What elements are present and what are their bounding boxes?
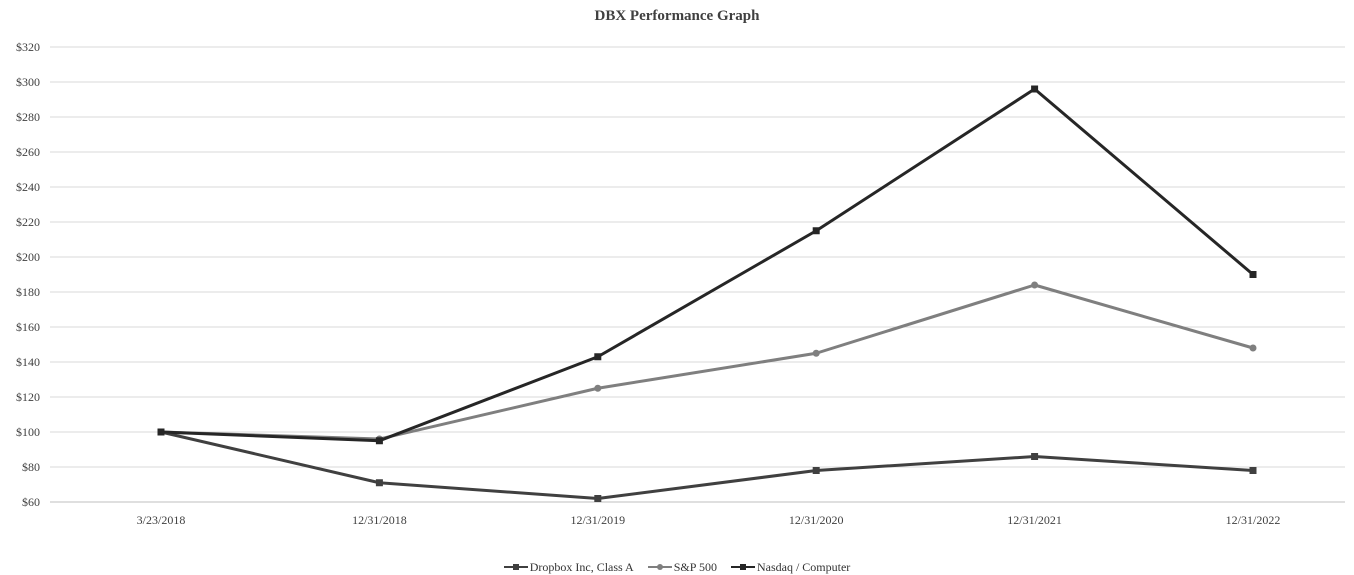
x-tick-label: 12/31/2022 bbox=[1226, 513, 1281, 527]
legend-label: Dropbox Inc, Class A bbox=[529, 559, 634, 574]
y-tick-label: $320 bbox=[16, 40, 40, 54]
data-point bbox=[1031, 281, 1039, 289]
data-point bbox=[1031, 85, 1039, 93]
data-point bbox=[812, 349, 820, 357]
legend-label: Nasdaq / Computer bbox=[756, 559, 851, 574]
x-tick-label: 12/31/2019 bbox=[570, 513, 625, 527]
x-tick-label: 12/31/2020 bbox=[789, 513, 844, 527]
legend: Dropbox Inc, Class A S&P 500 Nasdaq / Comp… bbox=[0, 560, 1354, 574]
x-tick-label: 12/31/2021 bbox=[1007, 513, 1062, 527]
x-tick-label: 12/31/2018 bbox=[352, 513, 407, 527]
data-point bbox=[157, 428, 165, 436]
series-2 bbox=[157, 85, 1257, 445]
chart-title: DBX Performance Graph bbox=[594, 8, 760, 24]
legend-label: S&P 500 bbox=[673, 559, 717, 574]
y-tick-label: $280 bbox=[16, 110, 40, 124]
y-tick-label: $100 bbox=[16, 425, 40, 439]
legend-item: Nasdaq / Computer bbox=[730, 559, 851, 575]
y-tick-label: $140 bbox=[16, 355, 40, 369]
y-tick-label: $80 bbox=[22, 460, 40, 474]
legend-swatch bbox=[647, 563, 672, 571]
y-tick-label: $200 bbox=[16, 250, 40, 264]
legend-swatch bbox=[730, 563, 755, 571]
series-line bbox=[160, 430, 1254, 500]
legend-swatch bbox=[503, 563, 528, 571]
data-point bbox=[812, 227, 820, 235]
series-line bbox=[160, 87, 1254, 443]
y-tick-label: $120 bbox=[16, 390, 40, 404]
data-point bbox=[594, 353, 602, 361]
data-point bbox=[594, 495, 602, 502]
data-point bbox=[812, 467, 820, 474]
y-tick-label: $300 bbox=[16, 75, 40, 89]
axis-labels: $60 $80 $100 $120 $140 $160 $180 $200 $220 $240 $2… bbox=[16, 40, 1280, 527]
y-tick-label: $180 bbox=[16, 285, 40, 299]
data-point bbox=[375, 479, 383, 487]
series-lines bbox=[157, 85, 1257, 502]
y-tick-label: $220 bbox=[16, 215, 40, 229]
data-point bbox=[375, 437, 383, 445]
data-point bbox=[1249, 271, 1257, 278]
y-tick-label: $260 bbox=[16, 145, 40, 159]
data-point bbox=[594, 384, 602, 392]
legend-item: S&P 500 bbox=[647, 559, 717, 575]
y-tick-label: $160 bbox=[16, 320, 40, 334]
data-point bbox=[1031, 453, 1039, 460]
legend-item: Dropbox Inc, Class A bbox=[503, 559, 634, 575]
gridlines bbox=[50, 46, 1345, 503]
data-point bbox=[1249, 467, 1257, 474]
data-point bbox=[1249, 344, 1257, 352]
x-tick-label: 3/23/2018 bbox=[137, 513, 186, 527]
y-tick-label: $60 bbox=[22, 495, 40, 509]
y-tick-label: $240 bbox=[16, 180, 40, 194]
